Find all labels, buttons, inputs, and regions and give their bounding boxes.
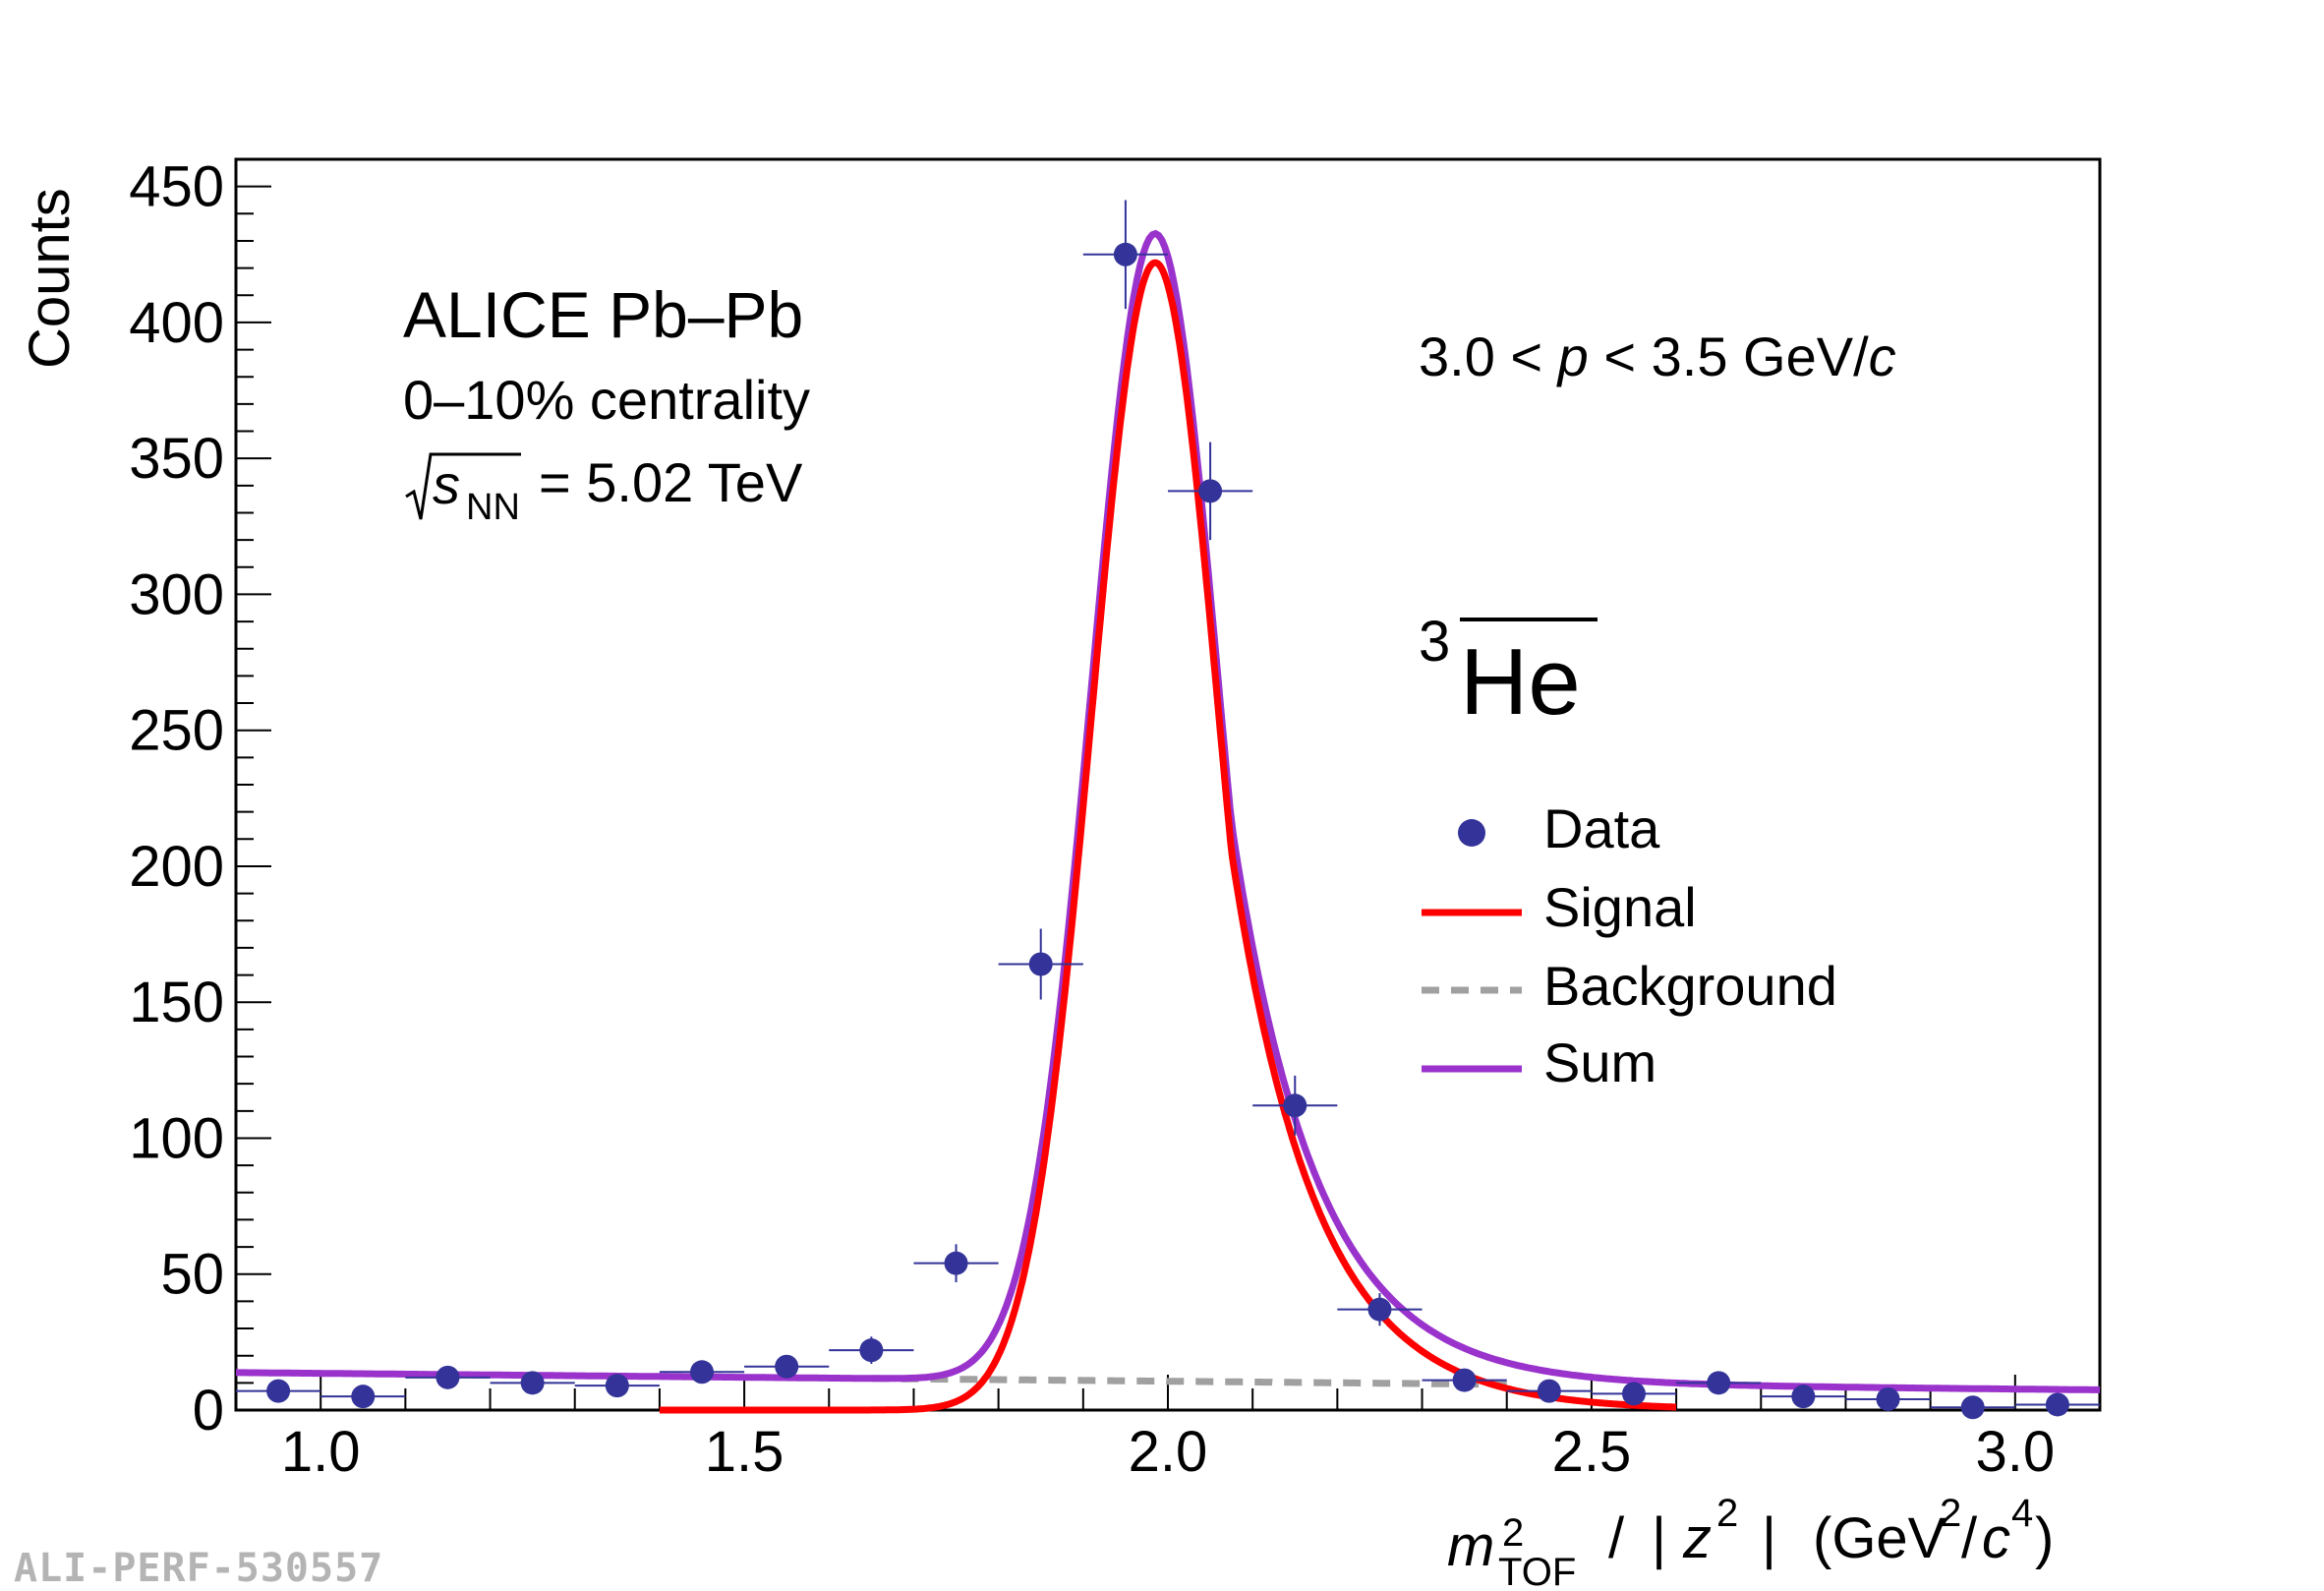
watermark: ALI-PERF-530557 xyxy=(14,1546,383,1591)
svg-text:He: He xyxy=(1460,629,1581,735)
y-axis: 0 50 100 150 200 250 300 350 400 450 xyxy=(129,155,271,1443)
background-curve xyxy=(871,1379,1506,1385)
data-marker xyxy=(351,1385,375,1408)
data-point xyxy=(2015,1392,2100,1416)
data-marker xyxy=(266,1380,290,1403)
data-point xyxy=(1083,200,1168,309)
x-label-unit-close: ) xyxy=(2035,1506,2054,1570)
data-marker xyxy=(1622,1382,1646,1405)
particle-label: 3 He xyxy=(1419,610,1598,735)
data-marker xyxy=(2046,1392,2069,1416)
x-label-m: m xyxy=(1447,1514,1494,1578)
data-marker xyxy=(1538,1380,1561,1403)
legend-data-marker xyxy=(1458,819,1485,847)
energy-label: s NN = 5.02 TeV xyxy=(406,451,803,528)
data-marker xyxy=(606,1374,629,1397)
data-marker xyxy=(1791,1385,1815,1408)
x-axis-label: m 2 TOF / | z 2 | (GeV 2 / c 4 ) xyxy=(1447,1492,2054,1591)
data-marker xyxy=(1029,953,1053,976)
x-label-unit-sup: 2 xyxy=(1940,1492,1961,1535)
y-tick-label: 350 xyxy=(129,427,224,491)
y-tick-label: 200 xyxy=(129,835,224,899)
data-point xyxy=(405,1366,490,1389)
data-point xyxy=(1931,1395,2015,1419)
svg-text:= 5.02 TeV: = 5.02 TeV xyxy=(539,451,803,513)
x-tick-label: 1.0 xyxy=(281,1420,361,1484)
x-label-sub: TOF xyxy=(1498,1551,1576,1591)
svg-text:NN: NN xyxy=(466,487,520,528)
y-tick-label: 50 xyxy=(160,1243,224,1307)
data-point xyxy=(829,1336,913,1364)
data-point xyxy=(1337,1293,1422,1326)
data-marker xyxy=(690,1360,714,1384)
data-point xyxy=(1676,1371,1761,1394)
data-marker xyxy=(1877,1387,1900,1411)
data-point xyxy=(1252,1076,1337,1136)
centrality-label: 0–10% centrality xyxy=(403,369,810,431)
data-marker xyxy=(436,1366,459,1389)
x-label-unit-c-sup: 4 xyxy=(2011,1492,2033,1535)
data-point xyxy=(913,1244,998,1282)
data-marker xyxy=(775,1355,798,1379)
x-label-z-sup: 2 xyxy=(1716,1492,1738,1535)
data-marker xyxy=(521,1371,545,1394)
x-label-bar2: | xyxy=(1762,1506,1776,1570)
momentum-range-label: 3.0 < p < 3.5 GeV/c xyxy=(1419,325,1896,387)
y-tick-label: 400 xyxy=(129,291,224,355)
legend: Data Signal Background Sum xyxy=(1422,797,1837,1093)
data-marker xyxy=(1283,1093,1307,1117)
data-marker xyxy=(1367,1298,1391,1322)
svg-text:s: s xyxy=(433,453,460,515)
x-label-sup: 2 xyxy=(1502,1511,1524,1555)
y-tick-label: 250 xyxy=(129,699,224,763)
legend-sum-label: Sum xyxy=(1543,1031,1656,1093)
experiment-label: ALICE Pb–Pb xyxy=(403,278,803,351)
x-label-slash: / xyxy=(1608,1506,1625,1570)
legend-signal-label: Signal xyxy=(1543,876,1697,938)
signal-curve xyxy=(660,263,1676,1410)
data-marker xyxy=(859,1338,883,1362)
data-marker xyxy=(1961,1395,1985,1419)
y-tick-label: 150 xyxy=(129,971,224,1034)
legend-data-label: Data xyxy=(1543,797,1660,859)
data-point xyxy=(1168,442,1252,541)
x-axis: 1.0 1.5 2.0 2.5 3.0 xyxy=(236,1375,2100,1484)
y-tick-label: 100 xyxy=(129,1106,224,1170)
data-marker xyxy=(945,1252,968,1275)
y-tick-label: 450 xyxy=(129,155,224,219)
x-tick-label: 2.5 xyxy=(1552,1420,1632,1484)
legend-background-label: Background xyxy=(1543,955,1837,1017)
data-marker xyxy=(1114,243,1137,266)
y-tick-label: 0 xyxy=(193,1379,224,1443)
x-label-unit-slash: / xyxy=(1961,1506,1978,1570)
data-marker xyxy=(1198,479,1222,502)
y-tick-label: 300 xyxy=(129,562,224,626)
x-label-bar1: | xyxy=(1652,1506,1666,1570)
x-label-unit: (GeV xyxy=(1813,1506,1946,1570)
svg-text:3: 3 xyxy=(1419,610,1450,674)
x-tick-label: 1.5 xyxy=(705,1420,784,1484)
x-tick-label: 2.0 xyxy=(1129,1420,1208,1484)
data-marker xyxy=(1707,1371,1730,1394)
data-point xyxy=(320,1385,405,1408)
data-marker xyxy=(1453,1369,1477,1392)
x-tick-label: 3.0 xyxy=(1975,1420,2055,1484)
y-axis-label: Counts xyxy=(18,188,82,369)
x-label-unit-c: c xyxy=(1982,1506,2010,1570)
x-label-z: z xyxy=(1682,1506,1712,1570)
